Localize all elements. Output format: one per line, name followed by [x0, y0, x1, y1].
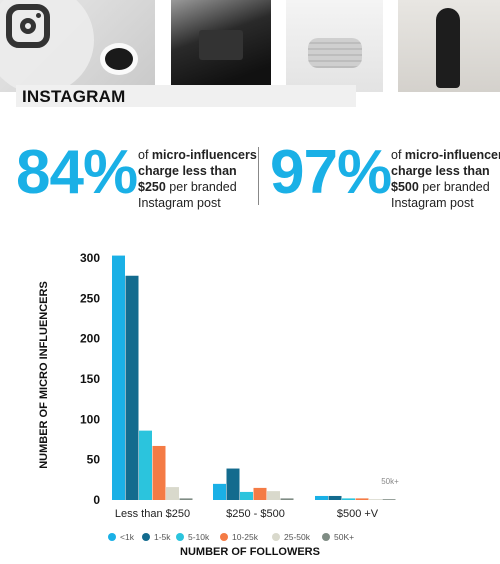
legend-swatch [142, 533, 150, 541]
photo-handbag [171, 0, 271, 92]
stat-prefix: of [138, 148, 152, 162]
annotation-label: 50k+ [381, 477, 399, 486]
stat-text-500: of micro-influencers charge less than $5… [391, 147, 500, 211]
bar-0-4 [166, 487, 179, 500]
x-tick-label: Less than $250 [115, 508, 190, 520]
y-tick-label: 200 [80, 332, 100, 346]
legend-swatch [220, 533, 228, 541]
legend-swatch [272, 533, 280, 541]
photo-folded-towels [286, 0, 383, 92]
y-tick-label: 250 [80, 291, 100, 305]
legend-label: <1k [120, 532, 135, 542]
bar-1-2 [240, 491, 253, 500]
header-photo-strip [0, 0, 500, 100]
bar-2-2 [342, 498, 355, 500]
x-tick-label: $500 +V [337, 508, 379, 520]
bar-1-0 [213, 483, 226, 500]
x-axis-label: NUMBER OF FOLLOWERS [180, 546, 320, 558]
bar-chart: 0 50 100 150 200 250 300 Less than $250 $250 - $… [80, 251, 399, 542]
y-tick-label: 0 [93, 493, 100, 507]
stat-divider [258, 147, 259, 205]
stat-percent-500: 97% [270, 138, 392, 207]
photo-fashion-woman [398, 0, 500, 92]
bar-1-5 [280, 498, 294, 500]
stat-text-250: of micro-influencers charge less than $2… [138, 147, 258, 211]
x-tick-label: $250 - $500 [226, 508, 285, 520]
y-tick-label: 150 [80, 372, 100, 386]
stat-percent-250: 84% [16, 138, 138, 207]
bar-0-2 [139, 430, 152, 500]
legend-swatch [108, 533, 116, 541]
legend-label: 25-50k [284, 532, 311, 542]
y-tick-label: 50 [87, 453, 101, 467]
bar-1-3 [253, 487, 267, 500]
stat-suffix: per branded Instagram post [138, 180, 237, 210]
stat-bold: micro-influencers charge less than $500 [391, 148, 500, 194]
legend-swatch [322, 533, 330, 541]
bar-0-1 [125, 275, 139, 500]
bar-2-5 [382, 499, 396, 500]
legend-label: 1-5k [154, 532, 171, 542]
stat-bold: micro-influencers charge less than $250 [138, 148, 257, 194]
stat-prefix: of [391, 148, 405, 162]
page-title: INSTAGRAM [22, 87, 126, 106]
bar-2-4 [369, 499, 382, 500]
legend-label: 10-25k [232, 532, 259, 542]
bar-0-0 [112, 255, 125, 500]
bar-2-0 [315, 495, 328, 500]
legend-swatch [176, 533, 184, 541]
bar-0-3 [152, 445, 166, 500]
bar-1-4 [267, 491, 280, 500]
title-bar [16, 85, 356, 107]
y-axis-label: NUMBER OF MICRO INFLUENCERS [38, 281, 50, 469]
legend-label: 5-10k [188, 532, 210, 542]
bar-2-3 [355, 498, 369, 500]
stat-suffix: per branded Instagram post [391, 180, 490, 210]
instagram-logo-icon [6, 4, 50, 48]
bar-0-5 [179, 498, 193, 500]
bar-2-1 [328, 495, 342, 500]
y-tick-label: 100 [80, 412, 100, 426]
y-tick-label: 300 [80, 251, 100, 265]
bar-1-1 [226, 468, 240, 500]
legend-label: 50K+ [334, 532, 354, 542]
